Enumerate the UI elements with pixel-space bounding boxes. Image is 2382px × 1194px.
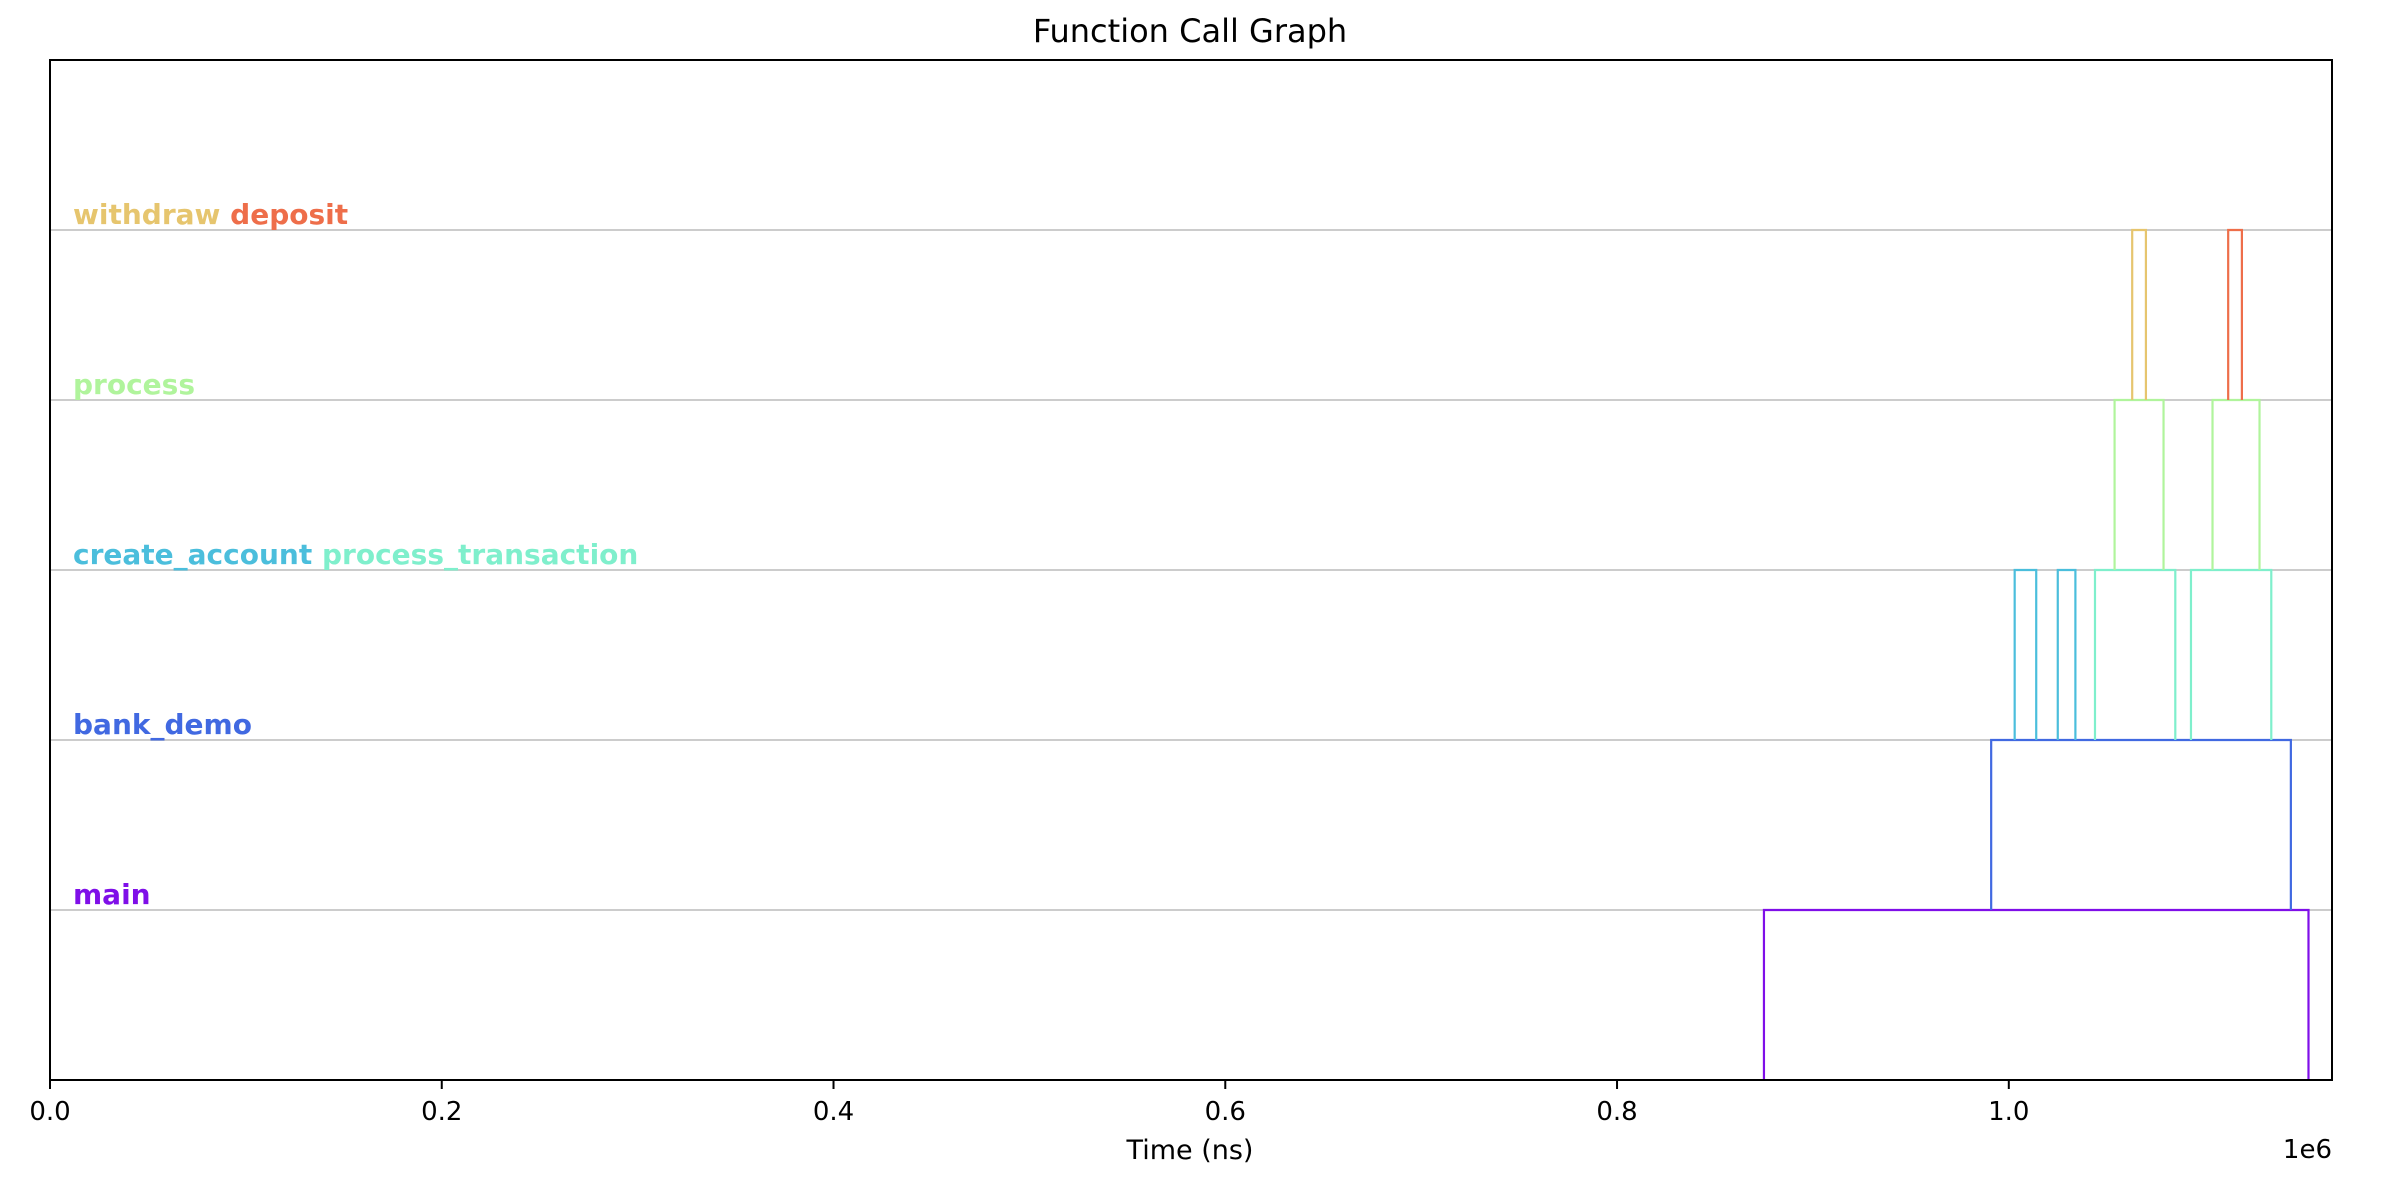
level-label-row: bank_demo xyxy=(73,708,252,741)
function-labels: main bank_demo create_account process_tran… xyxy=(73,198,638,911)
series-bank-demo-trace xyxy=(1990,738,2292,910)
series-withdraw-trace xyxy=(2131,228,2148,400)
x-axis-scale-label: 1e6 xyxy=(2283,1135,2332,1165)
function-label-create-account: create_account xyxy=(73,538,312,571)
function-label-process-transaction: process_transaction xyxy=(312,538,638,571)
function-label-bank-demo: bank_demo xyxy=(73,708,252,741)
x-tick-label: 0.8 xyxy=(1596,1097,1637,1127)
x-tick-label: 0.4 xyxy=(813,1097,854,1127)
series-main-trace xyxy=(1762,908,2310,1080)
series-create-account-trace xyxy=(2013,568,2077,740)
level-label-row: main xyxy=(73,878,151,911)
function-label-withdraw: withdraw xyxy=(73,198,220,231)
level-label-row: create_account process_transaction xyxy=(73,538,638,571)
series-process-transaction-trace xyxy=(2093,568,2273,740)
function-label-main: main xyxy=(73,878,151,911)
function-label-process: process xyxy=(73,368,195,401)
series-process-trace xyxy=(2113,398,2261,570)
function-label-deposit: deposit xyxy=(220,198,348,231)
x-axis-ticks: 0.0 0.2 0.4 0.6 0.8 1.0 xyxy=(29,1080,2029,1127)
x-tick-label: 1.0 xyxy=(1988,1097,2029,1127)
series-deposit-trace xyxy=(2227,228,2243,400)
level-label-row: process xyxy=(73,368,195,401)
level-label-row: withdraw deposit xyxy=(73,198,348,231)
plot-frame xyxy=(49,59,2333,1081)
x-axis-label: Time (ns) xyxy=(1126,1135,1254,1166)
x-tick-label: 0.2 xyxy=(421,1097,462,1127)
x-tick-label: 0.6 xyxy=(1205,1097,1246,1127)
chart-title: Function Call Graph xyxy=(1033,12,1347,50)
x-tick-label: 0.0 xyxy=(29,1097,70,1127)
call-series xyxy=(1762,228,2310,1080)
